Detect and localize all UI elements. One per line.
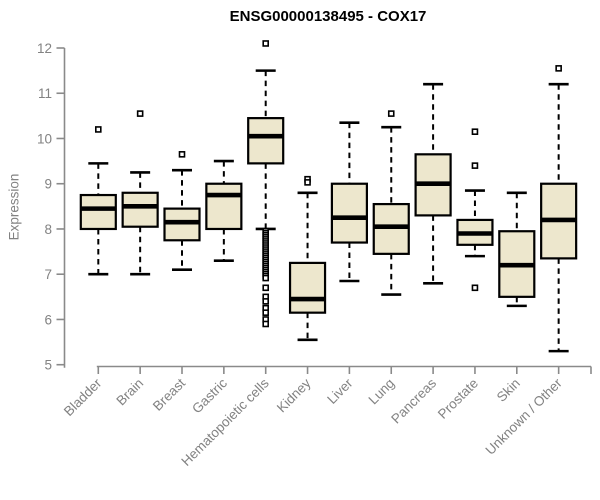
outlier-point — [262, 298, 270, 305]
y-tick-label: 7 — [44, 267, 52, 282]
box-group-kidney — [288, 175, 327, 342]
box-rect — [247, 117, 285, 165]
box-group-brain — [121, 110, 159, 276]
box-rect — [288, 261, 327, 314]
box-group-unknown-other — [540, 65, 578, 353]
x-tick-label: Unknown / Other — [483, 375, 566, 458]
box-group-gastric — [205, 159, 243, 262]
y-tick-label: 5 — [44, 358, 52, 373]
outlier-point — [471, 128, 479, 135]
outlier-point — [262, 284, 270, 292]
box-group-breast — [163, 151, 201, 271]
outlier-point — [136, 110, 144, 117]
y-tick-label: 12 — [37, 41, 52, 56]
box-rect — [79, 193, 117, 231]
outlier-point — [555, 65, 562, 72]
box-group-bladder — [79, 126, 117, 276]
outlier-point — [262, 40, 270, 47]
outlier-point — [178, 151, 186, 158]
x-tick-label: Breast — [150, 375, 188, 413]
outlier-point — [387, 110, 395, 117]
outlier-point — [471, 162, 479, 169]
x-tick-label: Liver — [324, 375, 356, 407]
y-tick-label: 10 — [37, 131, 52, 146]
outlier-point-dense — [262, 274, 270, 282]
y-tick-label: 11 — [38, 86, 52, 101]
y-tick-label: 8 — [44, 222, 52, 237]
outlier-point — [262, 320, 270, 328]
x-tick-label: Lung — [366, 376, 398, 408]
y-tick-label: 6 — [44, 312, 52, 327]
chart-title: ENSG00000138495 - COX17 — [229, 8, 427, 25]
x-tick-label: Prostate — [435, 376, 481, 422]
box-group-pancreas — [414, 82, 452, 285]
box-rect — [330, 182, 368, 244]
y-axis: 5 6 7 8 9 10 11 12 — [37, 41, 66, 373]
outlier-point — [304, 179, 311, 186]
box-rect — [205, 182, 243, 231]
box-group-lung — [372, 110, 410, 296]
x-tick-label: Kidney — [274, 375, 314, 415]
x-tick-label: Skin — [494, 376, 523, 405]
x-tick-label: Pancreas — [388, 375, 439, 426]
box-rect — [121, 191, 159, 228]
y-tick-label: 9 — [44, 177, 52, 192]
x-tick-label: Gastric — [189, 375, 230, 416]
box-group-skin — [498, 191, 536, 308]
outlier-point — [262, 309, 270, 316]
box-group-prostate — [456, 128, 494, 292]
box-group-liver — [330, 121, 368, 283]
box-group-hematopoietic-cells — [247, 40, 285, 328]
outlier-point — [471, 284, 479, 292]
outlier-point — [95, 126, 102, 133]
x-tick-label: Brain — [113, 376, 146, 409]
x-tick-label: Bladder — [61, 375, 105, 419]
